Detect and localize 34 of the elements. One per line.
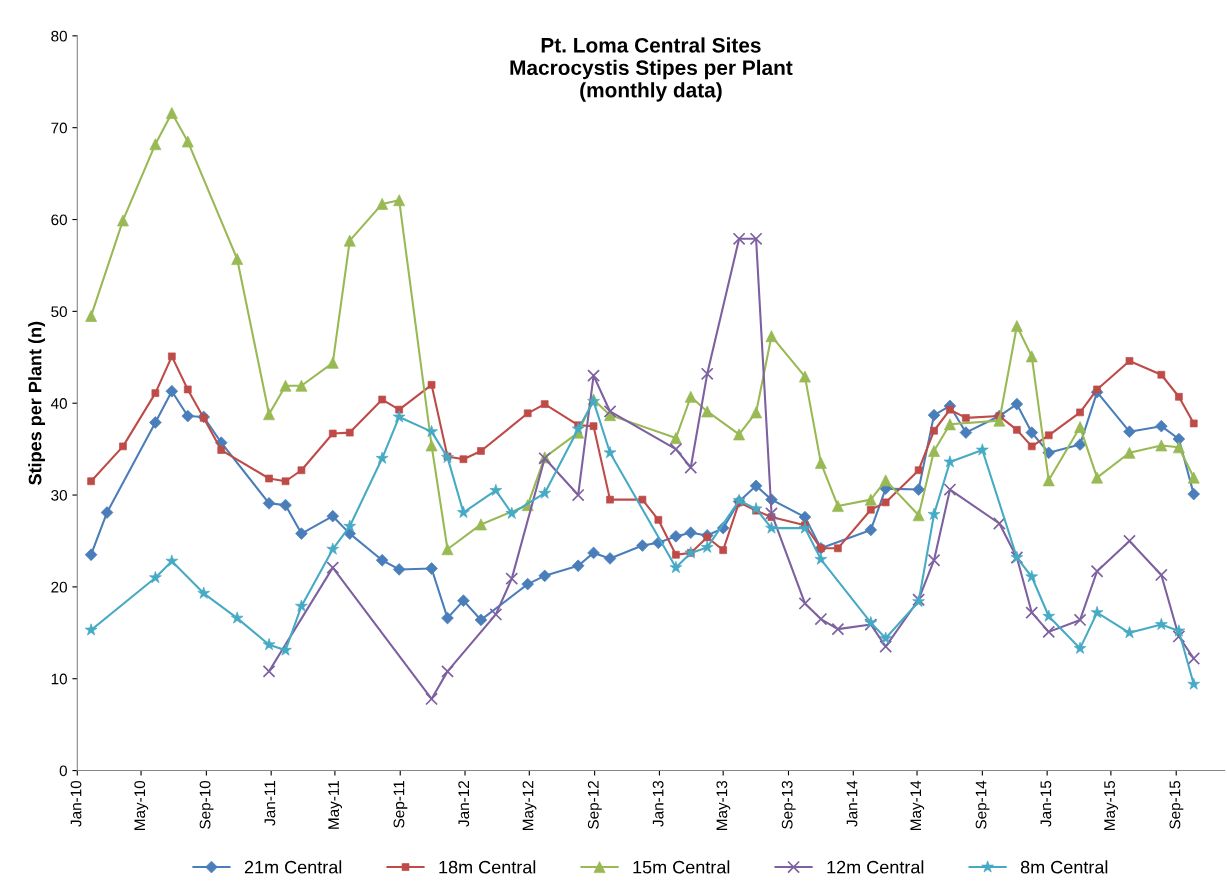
y-tick-label: 0: [59, 765, 67, 777]
x-tick-label: Jan-10: [70, 780, 82, 827]
x-tick-label: May-14: [910, 780, 925, 830]
y-tick-label: 80: [51, 30, 67, 42]
y-axis-title: Stipes per Plant (n): [28, 321, 46, 485]
y-tick-label: 40: [50, 398, 67, 409]
x-tick-label: Jan-15: [1040, 780, 1052, 827]
x-tick-label: Sep-14: [975, 780, 990, 829]
y-tick-label: 60: [51, 214, 67, 226]
legend-label: 18m Central: [439, 860, 536, 874]
x-tick-label: Jan-11: [264, 781, 276, 826]
x-tick-label: Sep-13: [781, 780, 796, 829]
x-tick-label: Sep-11: [393, 781, 408, 828]
x-tick-label: Sep-12: [587, 781, 602, 829]
legend-label: 12m Central: [827, 860, 924, 874]
y-tick-label: 10: [51, 673, 67, 685]
legend-label: 15m Central: [633, 860, 730, 874]
x-tick-label: May-15: [1104, 780, 1118, 830]
x-tick-label: Jan-13: [652, 780, 664, 827]
x-tick-label: Sep-15: [1169, 780, 1184, 829]
y-tick-label: 70: [51, 122, 67, 134]
legend-label: 8m Central: [1020, 860, 1108, 874]
x-tick-label: May-12: [522, 781, 537, 830]
x-tick-label: May-13: [716, 780, 731, 830]
y-tick-label: 50: [51, 306, 67, 318]
text: Pt. Loma Central Sites Macrocystis Stipes per Plant (monthly data): [510, 37, 793, 102]
x-tick-label: Sep-10: [199, 780, 214, 829]
y-tick-label: 30: [51, 489, 67, 501]
x-tick-label: Jan-14: [846, 780, 858, 827]
x-tick-label: May-11: [328, 781, 343, 829]
legend-label: 21m Central: [244, 860, 342, 874]
x-tick-label: Jan-12: [458, 781, 470, 827]
y-tick-label: 20: [51, 581, 67, 593]
x-tick-label: May-10: [134, 780, 149, 830]
